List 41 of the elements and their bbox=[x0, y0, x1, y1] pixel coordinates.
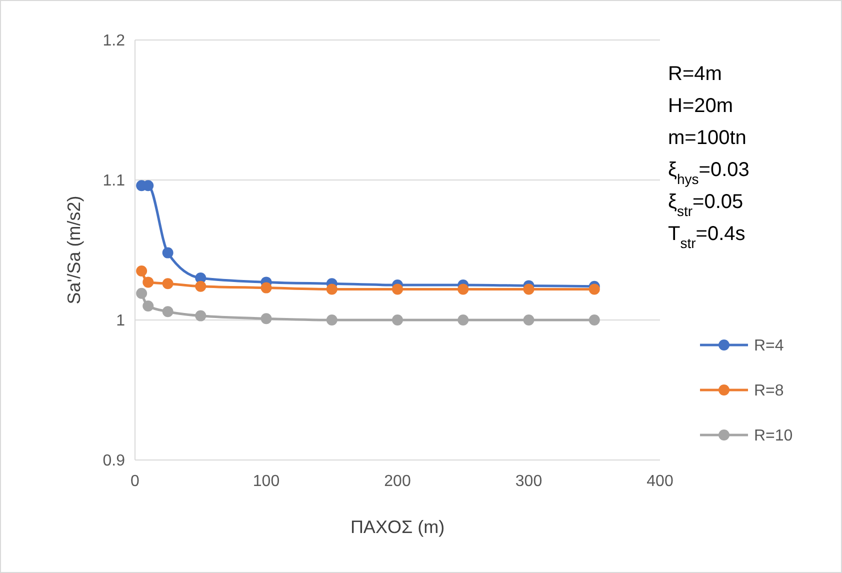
point bbox=[195, 280, 206, 292]
point bbox=[326, 284, 338, 295]
point bbox=[458, 284, 469, 295]
y-tick-label: 0.9 bbox=[102, 452, 126, 470]
point bbox=[142, 300, 154, 312]
point bbox=[326, 314, 338, 326]
x-axis-title: ΠΑΧΟΣ (m) bbox=[350, 517, 445, 537]
point bbox=[392, 314, 403, 326]
point bbox=[260, 313, 272, 324]
legend-label: R=10 bbox=[754, 428, 793, 445]
point bbox=[458, 314, 469, 326]
text: R=4m bbox=[668, 63, 722, 85]
legend-label: R=4 bbox=[754, 338, 784, 355]
point bbox=[195, 310, 206, 322]
point bbox=[162, 278, 174, 290]
text: ξ$_{str}$=0.05 bbox=[668, 191, 744, 219]
point bbox=[136, 266, 148, 276]
point bbox=[588, 314, 600, 326]
y-tick-label: 1 bbox=[116, 312, 126, 330]
point bbox=[142, 276, 154, 288]
point bbox=[162, 306, 174, 318]
y-tick-label: 1.1 bbox=[102, 172, 126, 190]
text: H=20m bbox=[668, 95, 734, 117]
point bbox=[260, 282, 272, 294]
y-axis-title: Sa'/Sa (m/s2) bbox=[64, 196, 84, 304]
text: ξ$_{hys}$=0.03 bbox=[668, 159, 750, 187]
text: T$_{str}$=0.4s bbox=[668, 223, 746, 251]
x-tick-label: 400 bbox=[646, 473, 674, 490]
point bbox=[523, 284, 534, 295]
y-tick-label: 1.2 bbox=[102, 32, 126, 50]
point bbox=[392, 284, 403, 295]
point bbox=[162, 247, 174, 258]
point bbox=[588, 284, 600, 295]
text: m=100tn bbox=[668, 127, 746, 149]
x-tick-label: 300 bbox=[515, 473, 542, 490]
x-tick-label: 200 bbox=[384, 473, 411, 490]
point bbox=[523, 314, 534, 326]
legend-label: R=8 bbox=[754, 382, 784, 400]
point bbox=[136, 288, 148, 299]
x-tick-label: 100 bbox=[252, 473, 280, 490]
x-tick-label: 0 bbox=[130, 473, 140, 490]
